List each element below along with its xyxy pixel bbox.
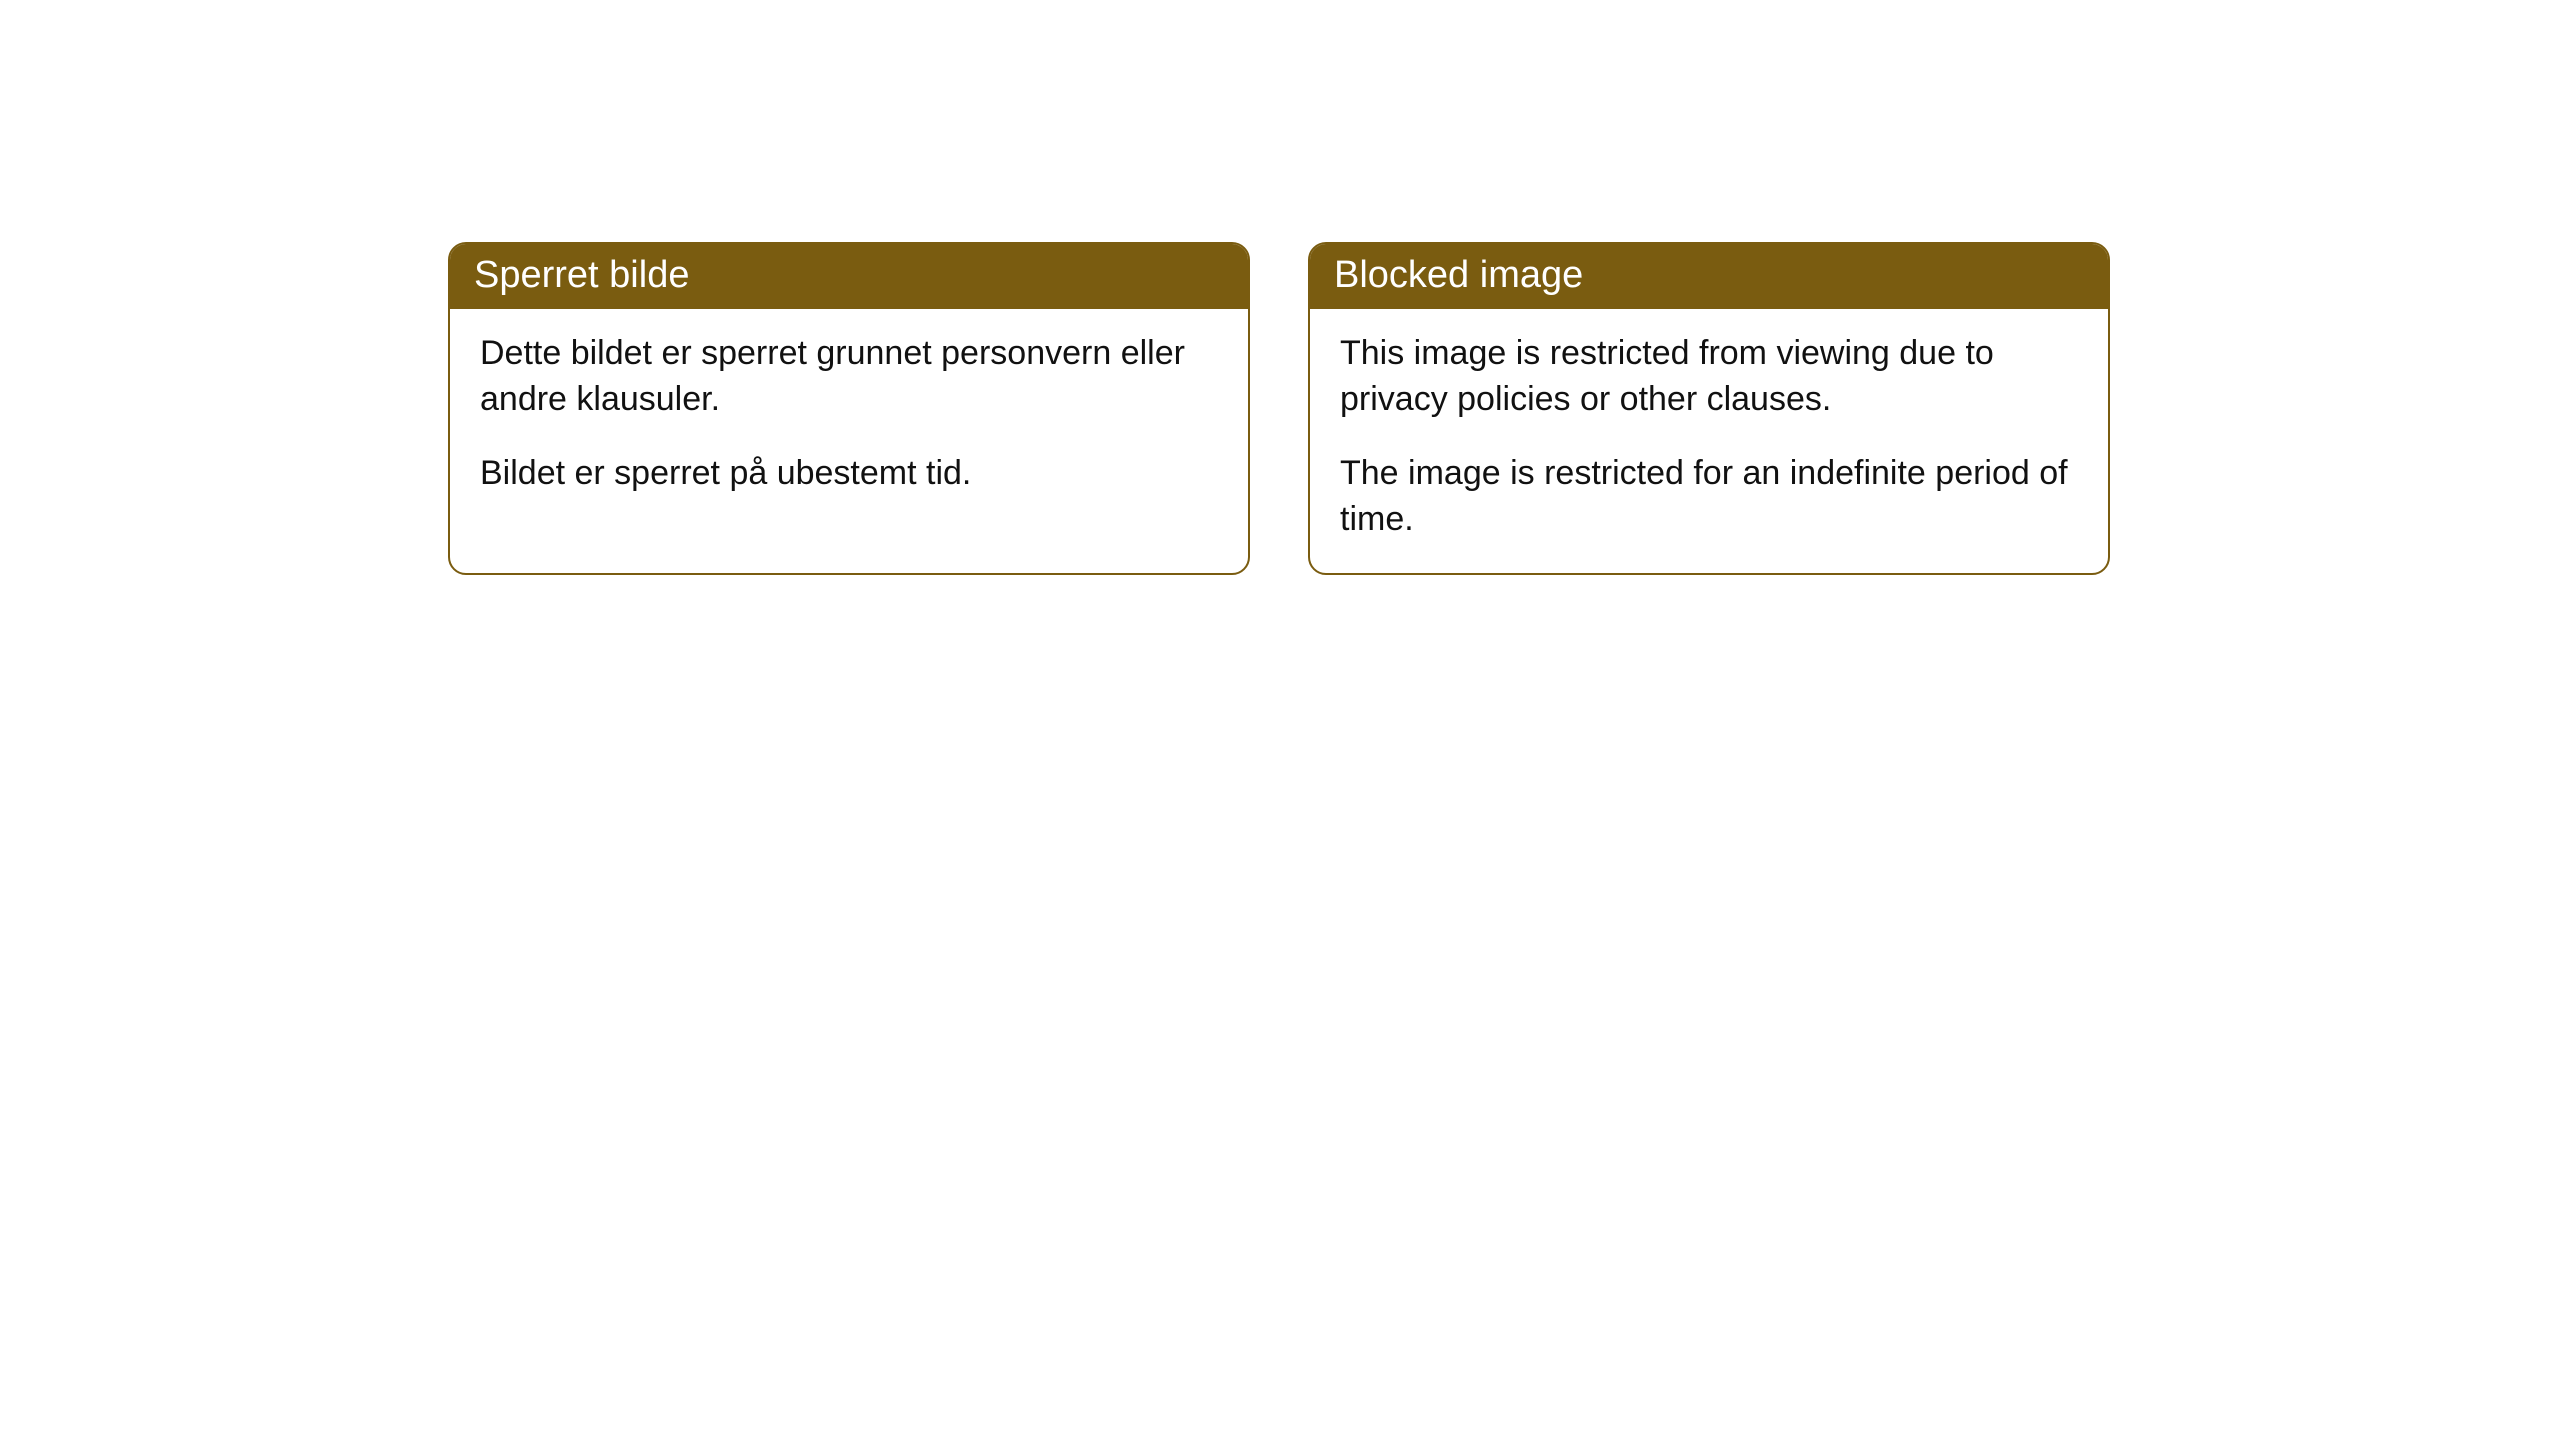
card-paragraph: The image is restricted for an indefinit… — [1340, 451, 2078, 543]
notice-card-english: Blocked image This image is restricted f… — [1308, 242, 2110, 575]
card-title: Blocked image — [1310, 244, 2108, 309]
card-paragraph: Dette bildet er sperret grunnet personve… — [480, 331, 1218, 423]
card-body: Dette bildet er sperret grunnet personve… — [450, 309, 1248, 527]
card-title: Sperret bilde — [450, 244, 1248, 309]
card-paragraph: This image is restricted from viewing du… — [1340, 331, 2078, 423]
notice-card-norwegian: Sperret bilde Dette bildet er sperret gr… — [448, 242, 1250, 575]
card-paragraph: Bildet er sperret på ubestemt tid. — [480, 451, 1218, 497]
cards-container: Sperret bilde Dette bildet er sperret gr… — [0, 0, 2560, 575]
card-body: This image is restricted from viewing du… — [1310, 309, 2108, 573]
